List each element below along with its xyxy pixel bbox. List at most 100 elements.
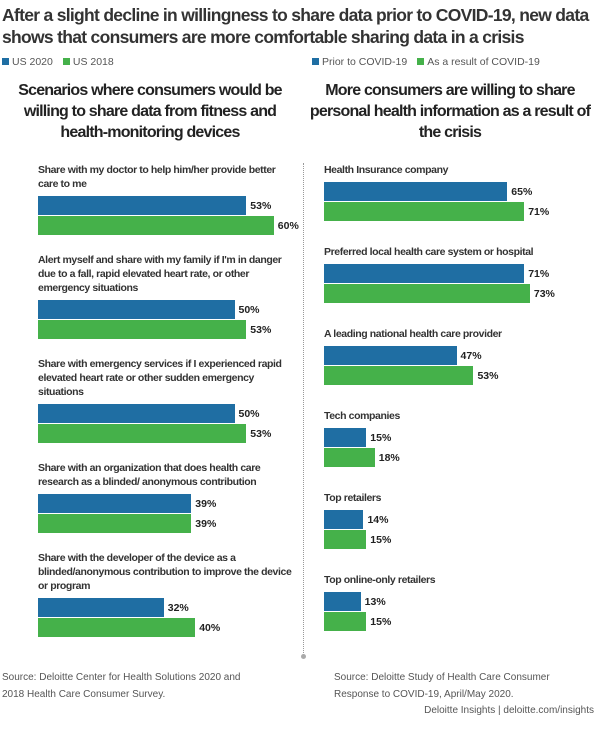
- bar-green: [324, 530, 367, 549]
- category-label: Share with the developer of the device a…: [38, 552, 292, 592]
- category-label: Share with my doctor to help him/her pro…: [38, 164, 276, 190]
- bar-row: 53%: [38, 424, 295, 443]
- bar-blue: [38, 404, 235, 423]
- bar-blue: [324, 592, 361, 611]
- data-label: 53%: [250, 199, 272, 212]
- data-label: 32%: [167, 601, 189, 614]
- bar-row: 47%: [324, 346, 594, 365]
- category-label: Top retailers: [324, 492, 382, 504]
- bar-blue: [324, 428, 367, 447]
- data-label: 65%: [511, 185, 533, 198]
- bar-green: [324, 366, 474, 385]
- data-label: 39%: [195, 517, 217, 530]
- left-chart-title: Scenarios where consumers would be willi…: [18, 82, 282, 141]
- data-label: 60%: [277, 219, 299, 232]
- data-label: 53%: [250, 427, 272, 440]
- data-label: 14%: [367, 513, 389, 526]
- credit: Deloitte Insights | deloitte.com/insight…: [424, 705, 594, 716]
- legend-swatch-green: [417, 58, 425, 65]
- category-label: Top online-only retailers: [324, 574, 436, 586]
- legend-label: US 2020: [12, 56, 53, 68]
- category-group: Tech companies 15% 18%: [324, 409, 594, 479]
- category-label: Tech companies: [324, 410, 400, 422]
- category-label: Share with an organization that does hea…: [38, 462, 261, 488]
- legend-label: US 2018: [72, 56, 114, 68]
- legend-swatch-blue: [2, 58, 9, 65]
- right-chart: Health Insurance company 65% 71% Preferred …: [303, 163, 600, 655]
- data-label: 71%: [528, 267, 550, 280]
- legend-swatch-green: [62, 58, 70, 65]
- bar-row: 53%: [38, 196, 295, 215]
- category-group: Share with the developer of the device a…: [38, 551, 295, 637]
- bar-row: 60%: [38, 216, 299, 235]
- bar-green: [324, 612, 367, 631]
- bar-row: 53%: [38, 320, 295, 339]
- bar-blue: [324, 182, 508, 201]
- data-label: 50%: [238, 303, 260, 316]
- bar-blue: [324, 510, 364, 529]
- category-group: A leading national health care provider 4…: [324, 327, 594, 397]
- right-legend: Prior to COVID-19 As a result of COVID-1…: [300, 56, 600, 68]
- right-source: Source: Deloitte Study of Health Care Co…: [334, 672, 550, 700]
- data-label: 50%: [238, 407, 260, 420]
- bar-green: [324, 448, 375, 467]
- bar-row: 50%: [38, 404, 295, 423]
- bar-green: [38, 424, 247, 443]
- bar-row: 65%: [324, 182, 594, 201]
- bar-row: 18%: [324, 448, 594, 467]
- bar-green: [38, 514, 192, 533]
- data-label: 15%: [370, 431, 392, 444]
- category-label: Alert myself and share with my family if…: [38, 254, 282, 294]
- data-label: 15%: [370, 615, 392, 628]
- bar-row: 39%: [38, 514, 295, 533]
- data-label: 73%: [533, 287, 555, 300]
- legends: US 2020 US 2018 Prior to COVID-19 As a r…: [0, 56, 600, 68]
- category-group: Alert myself and share with my family if…: [38, 253, 295, 339]
- data-label: 71%: [528, 205, 550, 218]
- divider-end-dot: [301, 654, 306, 659]
- bar-row: 15%: [324, 530, 594, 549]
- data-label: 18%: [378, 451, 400, 464]
- bar-green: [38, 618, 196, 637]
- data-label: 53%: [250, 323, 272, 336]
- category-group: Share with emergency services if I exper…: [38, 357, 295, 443]
- right-chart-title: More consumers are willing to share pers…: [309, 82, 591, 141]
- legend-label: Prior to COVID-19: [322, 56, 408, 68]
- category-label: Health Insurance company: [324, 164, 449, 176]
- bar-green: [38, 320, 247, 339]
- left-chart: Share with my doctor to help him/her pro…: [0, 163, 303, 655]
- category-group: Top retailers 14% 15%: [324, 491, 594, 561]
- data-label: 47%: [460, 349, 482, 362]
- legend-swatch-blue: [312, 58, 319, 65]
- charts: Share with my doctor to help him/her pro…: [0, 163, 600, 659]
- legend-item-result: As a result of COVID-19: [417, 56, 540, 68]
- bar-row: 39%: [38, 494, 295, 513]
- data-label: 39%: [195, 497, 217, 510]
- bar-row: 15%: [324, 612, 594, 631]
- bar-row: 71%: [324, 202, 594, 221]
- bar-row: 32%: [38, 598, 295, 617]
- data-label: 13%: [364, 595, 386, 608]
- bar-row: 15%: [324, 428, 594, 447]
- data-label: 53%: [477, 369, 499, 382]
- category-label: A leading national health care provider: [324, 328, 502, 340]
- sources: Source: Deloitte Center for Health Solut…: [0, 669, 600, 703]
- legend-item-us-2018: US 2018: [62, 56, 114, 68]
- category-group: Health Insurance company 65% 71%: [324, 163, 594, 233]
- category-label: Preferred local health care system or ho…: [324, 246, 534, 258]
- legend-item-prior: Prior to COVID-19: [312, 56, 407, 68]
- category-group: Top online-only retailers 13% 15%: [324, 573, 594, 643]
- bar-green: [324, 202, 525, 221]
- legend-item-us-2020: US 2020: [2, 56, 53, 68]
- bar-blue: [38, 598, 164, 617]
- chart-titles: Scenarios where consumers would be willi…: [0, 80, 600, 143]
- bar-row: 73%: [324, 284, 594, 303]
- bar-row: 13%: [324, 592, 594, 611]
- divider: [303, 163, 304, 655]
- bar-blue: [324, 264, 525, 283]
- bar-blue: [38, 196, 247, 215]
- legend-label: As a result of COVID-19: [427, 56, 540, 68]
- bar-row: 14%: [324, 510, 594, 529]
- bar-row: 53%: [324, 366, 594, 385]
